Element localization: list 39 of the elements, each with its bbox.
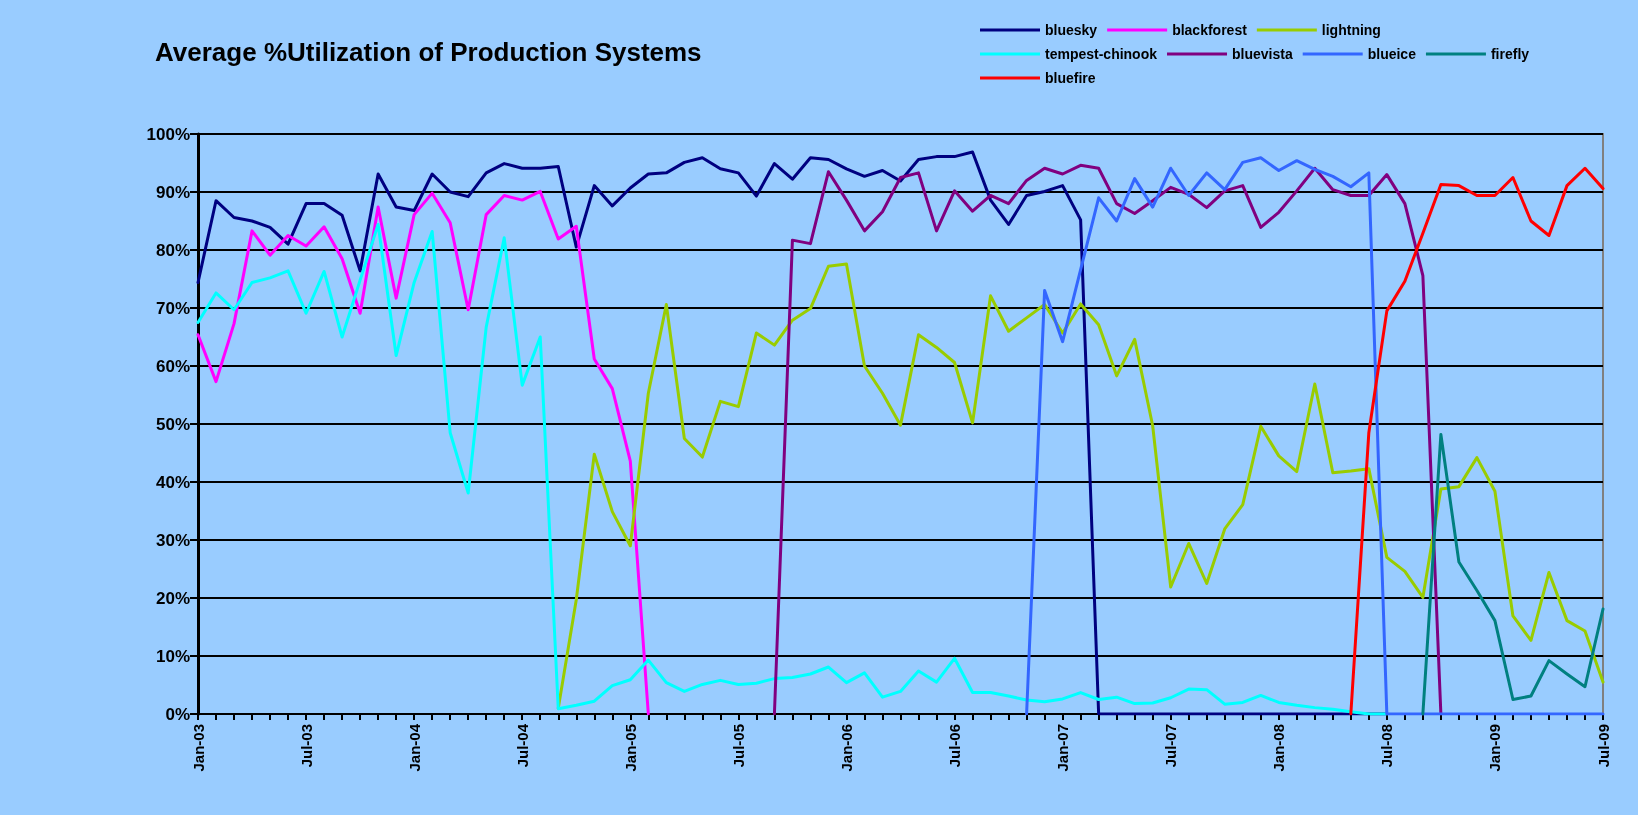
y-tick-label: 10% <box>155 646 190 666</box>
y-tick-label: 90% <box>155 182 190 202</box>
x-tick-label: Jul-08 <box>1378 724 1396 768</box>
legend-label: firefly <box>1490 46 1530 62</box>
line-series <box>1349 166 1605 716</box>
y-tick-label: 100% <box>146 124 190 144</box>
legend-label: blackforest <box>1172 22 1248 38</box>
chart-title: Average %Utilization of Production Systems <box>155 37 702 67</box>
legend-label: bluesky <box>1045 22 1098 38</box>
legend-label: lightning <box>1321 22 1381 38</box>
x-tick-label: Jul-07 <box>1162 724 1180 768</box>
y-tick-label: 40% <box>155 472 190 492</box>
x-tick-label: Jan-07 <box>1054 724 1072 772</box>
line-series <box>196 189 650 716</box>
line-series <box>1421 432 1605 716</box>
x-tick-label: Jul-09 <box>1594 724 1612 768</box>
x-tick-label: Jul-06 <box>946 724 964 768</box>
x-tick-label: Jan-09 <box>1486 724 1504 772</box>
y-tick-label: 30% <box>155 530 190 550</box>
legend-label: bluevista <box>1232 46 1293 62</box>
legend-label: tempest-chinook <box>1045 46 1158 62</box>
y-tick-label: 20% <box>155 588 190 608</box>
x-tick-label: Jul-03 <box>297 724 315 768</box>
legend-label: blueice <box>1367 46 1417 62</box>
x-tick-label: Jul-05 <box>729 724 747 768</box>
x-tick-label: Jan-05 <box>621 724 639 772</box>
y-tick-label: 80% <box>155 240 190 260</box>
line-series <box>1025 156 1605 716</box>
x-tick-label: Jan-04 <box>405 723 423 772</box>
line-series <box>772 163 1443 716</box>
y-tick-label: 70% <box>155 298 190 318</box>
x-tick-label: Jan-08 <box>1270 724 1288 772</box>
x-tick-label: Jul-04 <box>513 723 531 768</box>
x-tick-label: Jan-03 <box>189 724 207 772</box>
y-tick-label: 50% <box>155 414 190 434</box>
x-tick-label: Jan-06 <box>837 724 855 772</box>
legend-label: bluefire <box>1045 70 1096 86</box>
y-tick-label: 0% <box>165 704 190 724</box>
y-tick-label: 60% <box>155 356 190 376</box>
